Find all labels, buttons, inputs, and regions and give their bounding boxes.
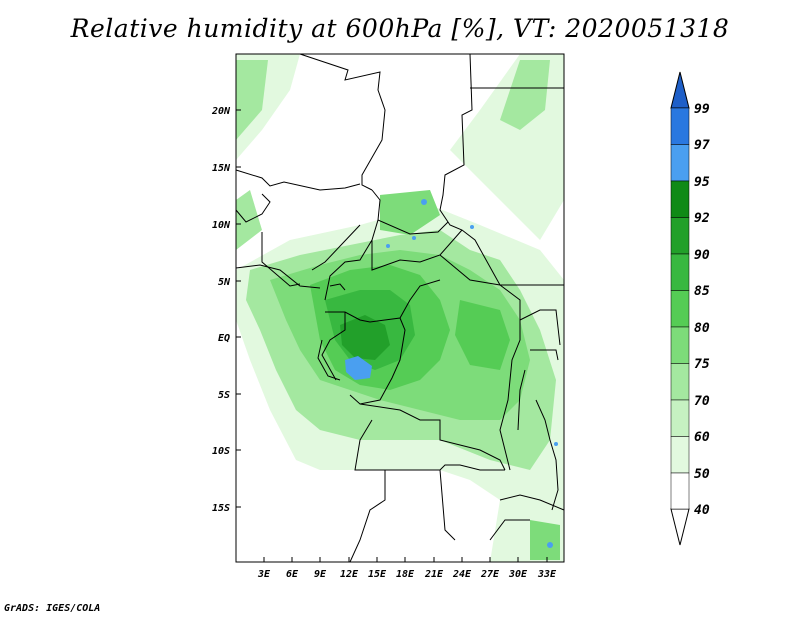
humidity-field-saturated: [345, 199, 558, 548]
lon-label: 9E: [314, 569, 327, 580]
colorbar-label: 80: [694, 321, 710, 336]
lon-label: 24E: [452, 569, 472, 580]
colorbar-segment: [670, 508, 690, 546]
colorbar-label: 60: [694, 430, 710, 445]
colorbar-segment: [670, 363, 690, 401]
colorbar-label: 40: [694, 503, 710, 518]
lat-label: 5N: [218, 277, 231, 288]
colorbar: 99 97 95 92 90 85 80 75 70 60 50 40: [670, 71, 710, 546]
colorbar-label: 92: [694, 211, 710, 226]
lon-label: 6E: [286, 569, 299, 580]
lat-label: 15S: [212, 503, 230, 514]
humidity-field-max: [340, 315, 390, 360]
lon-label: 30E: [508, 569, 528, 580]
colorbar-label: 50: [694, 467, 710, 482]
lon-label: 18E: [396, 569, 415, 580]
colorbar-segment: [670, 180, 690, 218]
longitude-labels: 3E 6E 9E 12E 15E 18E 21E 24E 27E 30E 33E: [257, 569, 557, 580]
lat-label: 20N: [211, 106, 231, 117]
lat-label: 15N: [212, 163, 231, 174]
credit-footer: GrADS: IGES/COLA: [4, 603, 101, 614]
map-plot-area: [235, 53, 565, 563]
lon-label: 33E: [537, 569, 557, 580]
colorbar-segment: [670, 399, 690, 437]
colorbar-segment: [670, 326, 690, 364]
lat-label: EQ: [218, 333, 230, 344]
colorbar-label: 90: [694, 248, 710, 263]
lat-label: 10N: [212, 220, 231, 231]
colorbar-label: 95: [694, 175, 710, 190]
map-title: Relative humidity at 600hPa [%], VT: 202…: [70, 14, 730, 43]
lat-label: 5S: [218, 390, 230, 401]
lon-label: 27E: [480, 569, 500, 580]
colorbar-segment: [670, 107, 690, 145]
colorbar-segment: [670, 472, 690, 510]
lon-label: 21E: [424, 569, 444, 580]
colorbar-label: 70: [694, 394, 710, 409]
colorbar-label: 85: [694, 284, 710, 299]
colorbar-label: 97: [694, 138, 710, 153]
colorbar-segment: [670, 144, 690, 182]
colorbar-segment: [670, 217, 690, 255]
lon-label: 12E: [340, 569, 359, 580]
colorbar-segment: [670, 436, 690, 474]
country-borders: [235, 53, 565, 563]
colorbar-label: 75: [694, 357, 710, 372]
map-frame: [235, 53, 565, 563]
colorbar-segment: [670, 290, 690, 328]
lon-label: 3E: [257, 569, 271, 580]
lon-label: 15E: [368, 569, 387, 580]
colorbar-label: 99: [694, 102, 710, 117]
lat-label: 10S: [212, 446, 230, 457]
colorbar-segment: [670, 71, 690, 109]
colorbar-segment: [670, 253, 690, 291]
latitude-labels: 20N 15N 10N 5N EQ 5S 10S 15S: [211, 106, 231, 514]
